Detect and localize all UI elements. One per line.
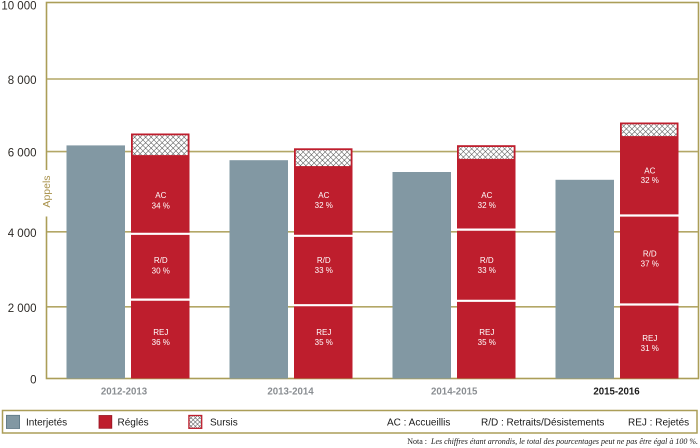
svg-text:R/D : Retraits/Désistements: R/D : Retraits/Désistements	[481, 418, 604, 429]
svg-text:0: 0	[30, 375, 36, 387]
svg-text:35 %: 35 %	[478, 338, 496, 347]
svg-text:2012-2013: 2012-2013	[101, 386, 148, 397]
svg-text:37 %: 37 %	[641, 259, 659, 268]
svg-text:4 000: 4 000	[8, 228, 37, 240]
svg-text:AC: AC	[155, 191, 166, 200]
svg-text:31 %: 31 %	[641, 344, 659, 353]
svg-text:30 %: 30 %	[152, 266, 170, 275]
svg-text:Interjetés: Interjetés	[26, 418, 67, 429]
svg-text:32 %: 32 %	[315, 201, 333, 210]
svg-text:8 000: 8 000	[8, 75, 37, 87]
svg-text:34 %: 34 %	[152, 201, 170, 210]
svg-text:AC: AC	[644, 166, 655, 175]
svg-text:AC: AC	[481, 191, 492, 200]
svg-text:R/D: R/D	[643, 250, 657, 259]
svg-text:REJ: REJ	[153, 328, 168, 337]
svg-text:36 %: 36 %	[152, 338, 170, 347]
svg-text:35 %: 35 %	[315, 338, 333, 347]
svg-text:33 %: 33 %	[315, 266, 333, 275]
svg-text:AC : Accueillis: AC : Accueillis	[387, 418, 450, 429]
svg-text:32 %: 32 %	[641, 176, 659, 185]
svg-text:R/D: R/D	[480, 256, 494, 265]
svg-text:R/D: R/D	[154, 256, 168, 265]
svg-text:REJ: REJ	[316, 328, 331, 337]
svg-text:2014-2015: 2014-2015	[431, 386, 478, 397]
svg-text:REJ : Rejetés: REJ : Rejetés	[628, 418, 689, 429]
svg-text:Réglés: Réglés	[118, 418, 149, 429]
svg-text:R/D: R/D	[317, 256, 331, 265]
svg-text:REJ: REJ	[642, 334, 657, 343]
svg-text:2013-2014: 2013-2014	[267, 386, 314, 397]
svg-text:Appels: Appels	[41, 175, 53, 207]
svg-text:Nota : Les chiffres étant arr: Nota : Les chiffres étant arrondis, le t…	[407, 437, 698, 446]
svg-text:Sursis: Sursis	[210, 418, 238, 429]
svg-text:32 %: 32 %	[478, 201, 496, 210]
svg-text:2 000: 2 000	[8, 303, 37, 315]
svg-text:10 000: 10 000	[1, 1, 36, 13]
svg-text:AC: AC	[318, 191, 329, 200]
svg-text:REJ: REJ	[479, 328, 494, 337]
svg-text:6 000: 6 000	[8, 148, 37, 160]
svg-text:33 %: 33 %	[478, 266, 496, 275]
svg-text:2015-2016: 2015-2016	[593, 386, 640, 397]
